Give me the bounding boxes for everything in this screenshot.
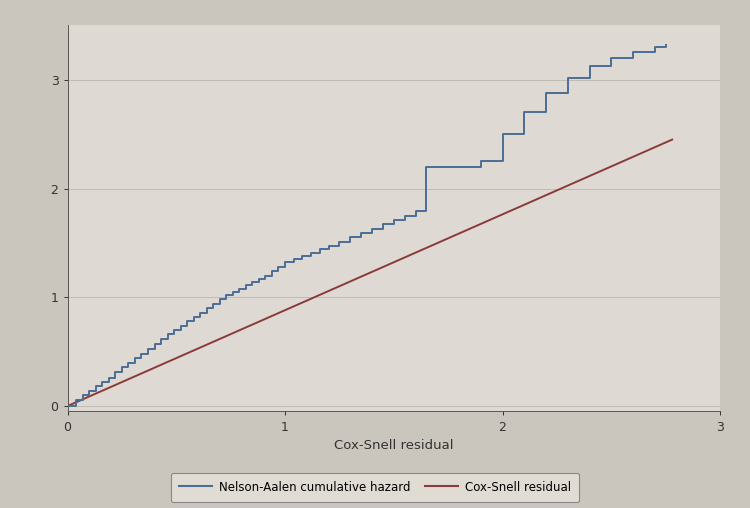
X-axis label: Cox-Snell residual: Cox-Snell residual — [334, 439, 454, 452]
Legend: Nelson-Aalen cumulative hazard, Cox-Snell residual: Nelson-Aalen cumulative hazard, Cox-Snel… — [171, 472, 579, 502]
